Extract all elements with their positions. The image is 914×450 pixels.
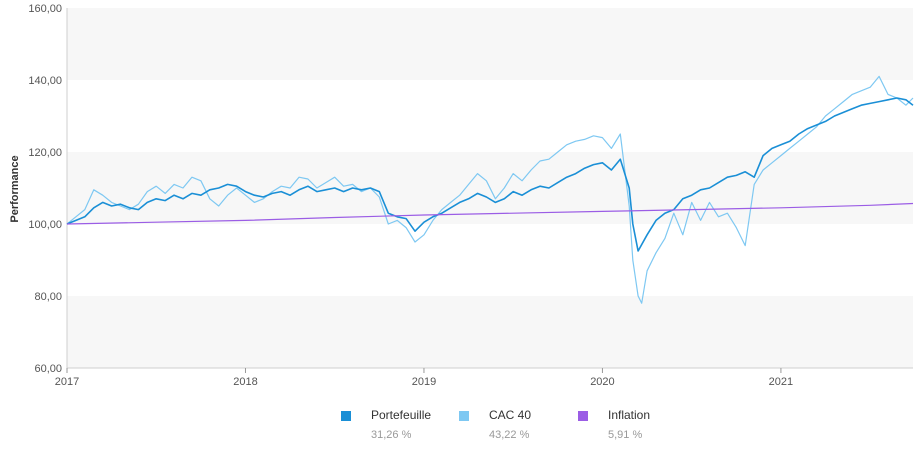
x-tick-label: 2018 <box>233 376 257 388</box>
y-tick-label: 80,00 <box>34 291 62 303</box>
legend-item-cac40[interactable]: CAC 40 43,22 % <box>459 408 579 448</box>
legend-swatch-cac40 <box>459 411 469 421</box>
y-tick-label: 60,00 <box>34 363 62 375</box>
x-tick-label: 2020 <box>590 376 614 388</box>
legend-value-cac40: 43,22 % <box>489 429 530 441</box>
legend-item-inflation[interactable]: Inflation 5,91 % <box>578 408 698 448</box>
legend-swatch-portefeuille <box>341 411 351 421</box>
legend-label-portefeuille: Portefeuille <box>371 408 432 422</box>
y-tick-label: 120,00 <box>28 147 62 159</box>
legend: Portefeuille 31,26 % CAC 40 43,22 % Infl… <box>0 408 914 448</box>
y-axis-label: Performance <box>9 155 21 222</box>
y-tick-label: 160,00 <box>28 3 62 15</box>
series-line-portefeuille <box>66 97 914 252</box>
series-line-inflation <box>66 202 914 225</box>
legend-value-inflation: 5,91 % <box>608 429 643 441</box>
y-axis: 60,00 80,00 100,00 120,00 140,00 160,00 <box>28 3 62 375</box>
legend-label-cac40: CAC 40 <box>489 408 532 422</box>
x-tick-label: 2019 <box>412 376 436 388</box>
legend-swatch-inflation <box>578 411 588 421</box>
y-tick-label: 140,00 <box>28 75 62 87</box>
legend-value-portefeuille: 31,26 % <box>371 429 412 441</box>
grid-band <box>67 296 913 368</box>
x-tick-label: 2021 <box>769 376 793 388</box>
x-axis: 2017 2018 2019 2020 2021 <box>55 368 793 388</box>
legend-label-inflation: Inflation <box>608 408 651 422</box>
x-tick-label: 2017 <box>55 376 79 388</box>
y-tick-label: 100,00 <box>28 219 62 231</box>
series-line-cac-40 <box>66 75 914 304</box>
grid-band <box>67 8 913 80</box>
legend-item-portefeuille[interactable]: Portefeuille 31,26 % <box>341 408 461 448</box>
series-lines <box>66 75 914 304</box>
